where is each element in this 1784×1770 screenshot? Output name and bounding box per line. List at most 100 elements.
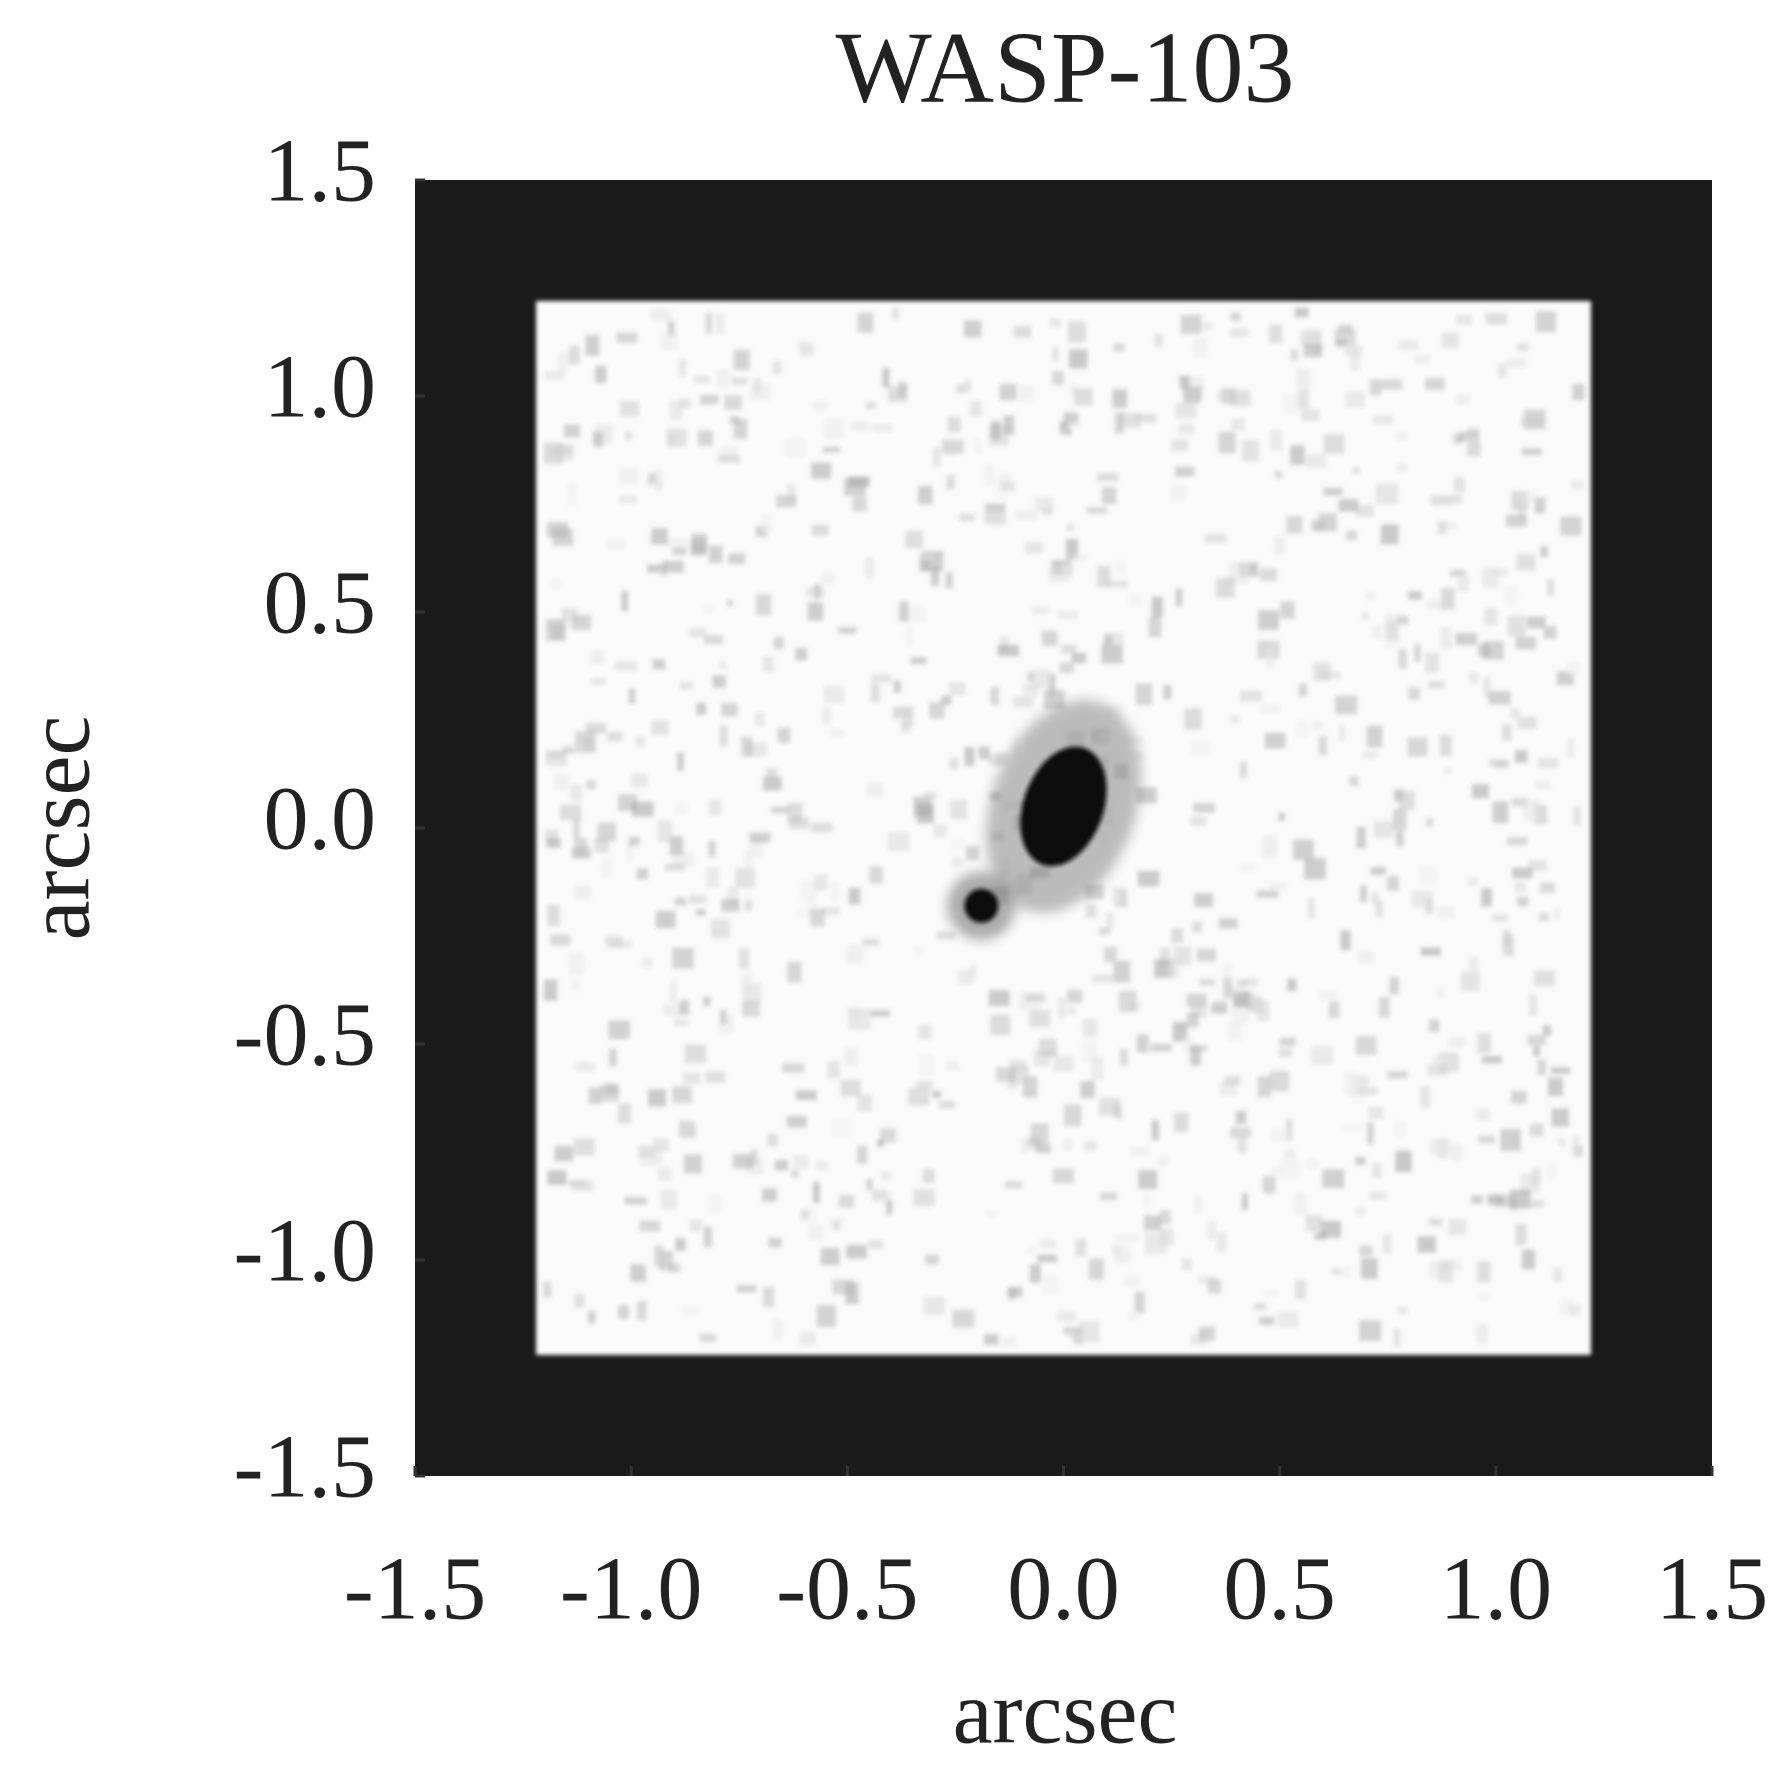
noise-speckle <box>948 416 961 433</box>
noise-speckle <box>1385 614 1408 625</box>
noise-speckle <box>923 791 937 800</box>
noise-speckle <box>744 899 753 912</box>
noise-speckle <box>814 583 821 600</box>
noise-speckle <box>708 545 723 563</box>
noise-speckle <box>552 528 574 546</box>
noise-speckle <box>547 837 561 849</box>
y-tick-label: -1.0 <box>234 1202 376 1301</box>
noise-speckle <box>845 1282 860 1305</box>
noise-speckle <box>1503 929 1511 947</box>
noise-speckle <box>1003 415 1015 435</box>
noise-speckle <box>711 919 731 939</box>
noise-speckle <box>837 627 857 634</box>
noise-speckle <box>1080 1081 1095 1099</box>
noise-speckle <box>1360 885 1367 903</box>
noise-speckle <box>844 1047 858 1066</box>
noise-speckle <box>892 307 899 319</box>
noise-speckle <box>1174 1112 1189 1133</box>
noise-speckle <box>918 1054 934 1076</box>
noise-speckle <box>684 1044 707 1064</box>
noise-speckle <box>821 571 835 585</box>
noise-speckle <box>705 1071 726 1083</box>
noise-speckle <box>1318 736 1327 756</box>
noise-speckle <box>1229 389 1251 406</box>
noise-speckle <box>1013 325 1032 338</box>
noise-speckle <box>1477 644 1490 657</box>
noise-speckle <box>946 1061 959 1070</box>
noise-speckle <box>733 349 750 371</box>
y-tick-label: 0.0 <box>264 770 377 869</box>
noise-speckle <box>978 746 990 759</box>
noise-speckle <box>1345 391 1366 408</box>
noise-speckle <box>1270 1167 1282 1175</box>
noise-speckle <box>712 675 726 688</box>
noise-speckle <box>964 747 975 767</box>
noise-speckle <box>593 431 603 447</box>
noise-speckle <box>910 657 927 664</box>
noise-speckle <box>1170 484 1186 501</box>
noise-speckle <box>775 1159 788 1171</box>
noise-speckle <box>999 383 1017 401</box>
noise-speckle <box>1368 1106 1383 1119</box>
noise-speckle <box>728 553 746 564</box>
x-tick-label: -1.0 <box>560 1540 702 1639</box>
noise-speckle <box>1111 886 1122 904</box>
noise-speckle <box>1088 1258 1104 1280</box>
noise-speckle <box>1144 1215 1162 1231</box>
noise-speckle <box>958 970 973 985</box>
noise-speckle <box>667 428 687 447</box>
noise-speckle <box>1184 708 1202 730</box>
noise-speckle <box>560 805 582 820</box>
noise-speckle <box>1438 1260 1453 1283</box>
noise-speckle <box>590 650 605 664</box>
noise-speckle <box>1547 579 1554 596</box>
noise-speckle <box>1533 1045 1540 1057</box>
noise-speckle <box>950 838 965 849</box>
noise-speckle <box>1521 1249 1535 1270</box>
y-tick-label: 1.5 <box>264 122 377 221</box>
noise-speckle <box>1408 687 1420 700</box>
noise-speckle <box>1492 801 1509 823</box>
noise-speckle <box>1355 1036 1377 1055</box>
noise-speckle <box>558 352 568 373</box>
noise-speckle <box>1279 1037 1296 1047</box>
noise-speckle <box>684 1154 702 1174</box>
noise-speckle <box>1552 908 1561 921</box>
noise-speckle <box>735 867 755 888</box>
noise-speckle <box>668 538 689 549</box>
noise-speckle <box>675 1238 686 1251</box>
noise-speckle <box>1015 511 1037 519</box>
noise-speckle <box>1207 1279 1221 1294</box>
noise-speckle <box>652 659 666 670</box>
noise-speckle <box>1148 617 1162 637</box>
noise-speckle <box>822 446 841 453</box>
noise-speckle <box>703 1226 712 1248</box>
noise-speckle <box>1340 930 1351 951</box>
noise-speckle <box>1441 627 1452 650</box>
noise-speckle <box>1294 1193 1307 1215</box>
noise-speckle <box>614 661 637 671</box>
noise-speckle <box>1460 971 1480 992</box>
noise-speckle <box>1372 1163 1382 1179</box>
noise-speckle <box>689 1219 703 1232</box>
noise-speckle <box>1048 674 1056 696</box>
noise-speckle <box>821 907 840 915</box>
noise-speckle <box>605 935 623 948</box>
noise-speckle <box>1285 1119 1293 1141</box>
noise-speckle <box>583 735 594 753</box>
noise-speckle <box>998 473 1012 483</box>
noise-speckle <box>893 680 901 693</box>
noise-speckle <box>1190 816 1207 826</box>
noise-speckle <box>654 1245 664 1267</box>
noise-speckle <box>1444 522 1457 529</box>
noise-speckle <box>886 1200 893 1215</box>
noise-speckle <box>744 851 753 871</box>
noise-speckle <box>1212 1001 1228 1013</box>
noise-speckle <box>1469 671 1479 684</box>
noise-speckle <box>827 1061 840 1078</box>
noise-speckle <box>639 1220 661 1232</box>
noise-speckle <box>1343 1072 1357 1094</box>
noise-speckle <box>705 312 713 334</box>
noise-speckle <box>1151 1120 1159 1141</box>
noise-speckle <box>1112 389 1127 408</box>
